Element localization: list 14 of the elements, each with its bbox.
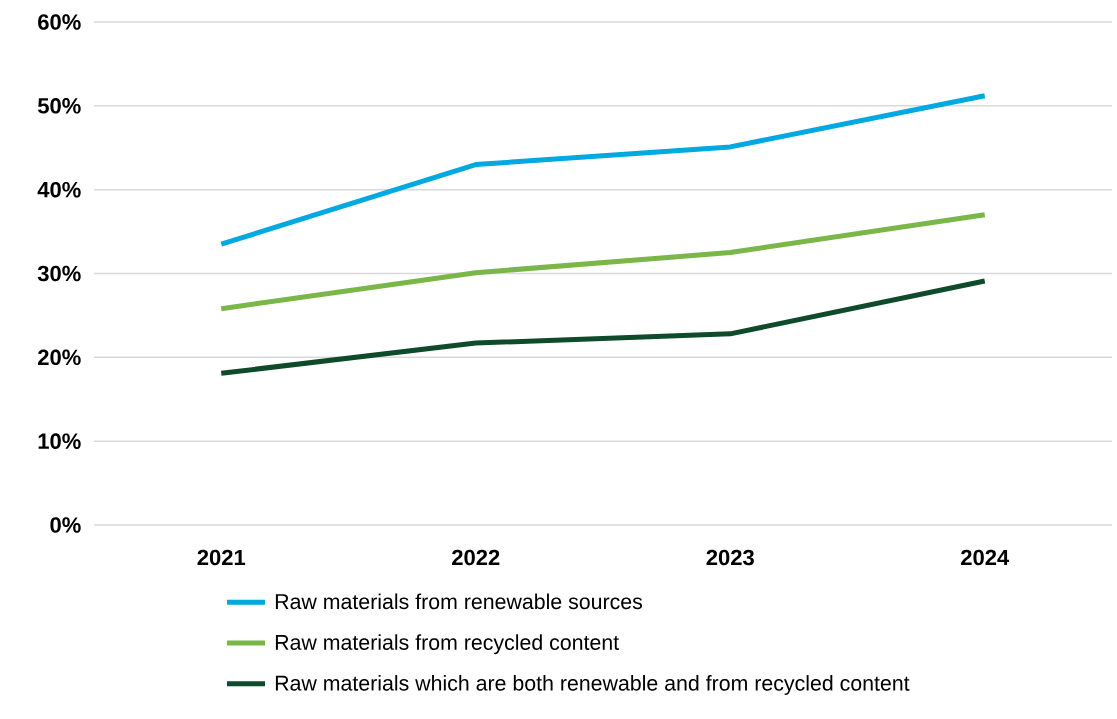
y-tick-label: 10% xyxy=(38,433,81,449)
y-tick-label: 40% xyxy=(37,181,81,198)
x-tick-label: 2023 xyxy=(706,549,754,566)
legend-label: Raw materials which are both renewable and from recycled content xyxy=(275,675,910,695)
y-tick-label: 20% xyxy=(38,349,81,366)
y-tick-label: 0% xyxy=(50,517,81,533)
x-tick-label: 2024 xyxy=(961,549,1010,566)
x-tick-label: 2022 xyxy=(452,549,500,566)
y-tick-label: 30% xyxy=(37,265,81,282)
x-tick-label: 2021 xyxy=(197,549,246,566)
y-tick-label: 60% xyxy=(38,14,81,30)
y-tick-label: 50% xyxy=(37,98,81,114)
legend-label: Raw materials from renewable sources xyxy=(275,593,643,610)
legend-label: Raw materials from recycled content xyxy=(275,634,619,655)
